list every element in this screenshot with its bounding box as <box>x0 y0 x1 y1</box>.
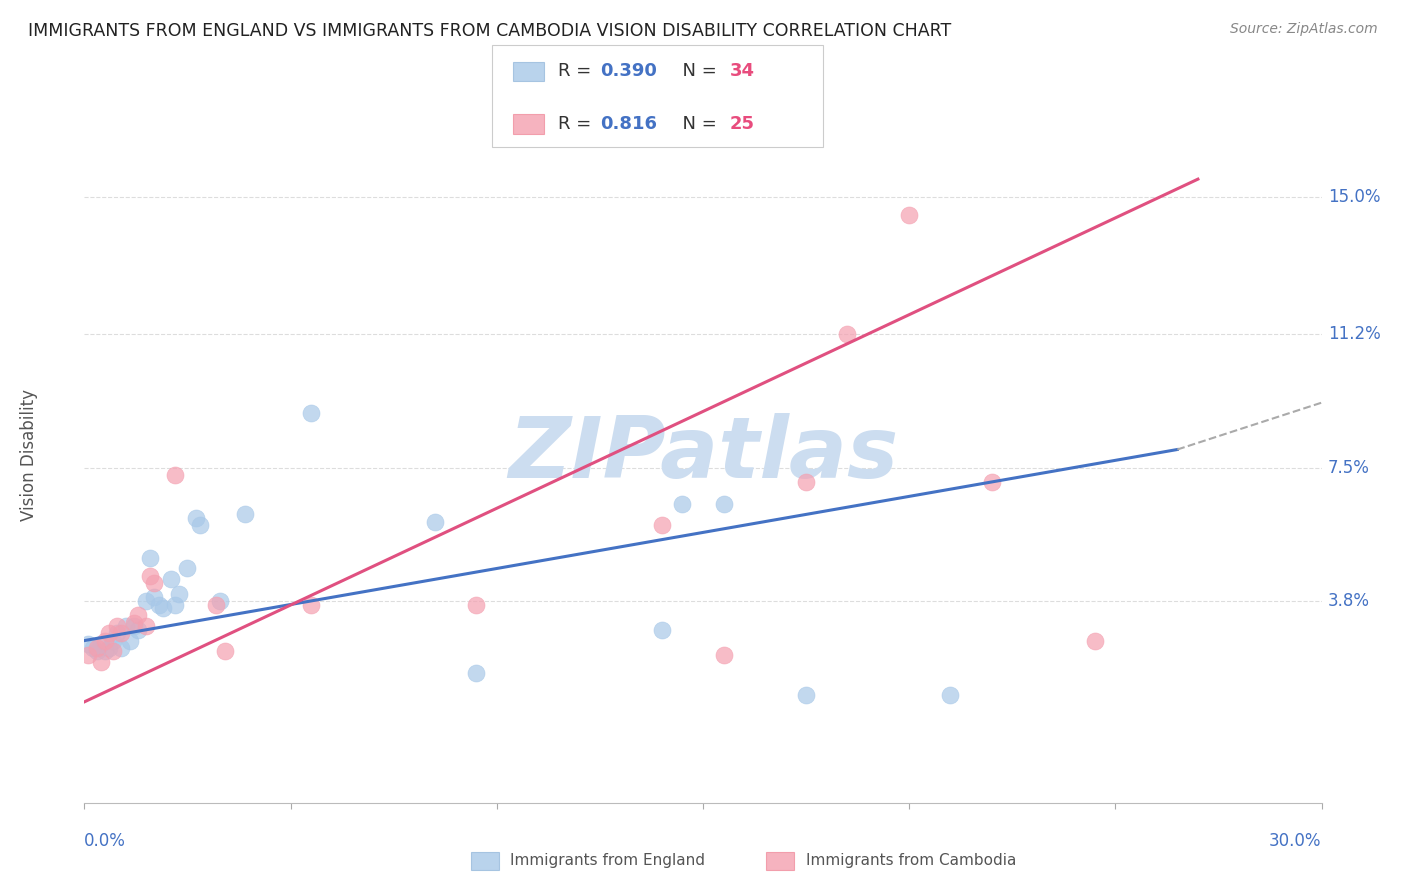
Point <box>188 518 211 533</box>
Point <box>90 655 112 669</box>
Point <box>105 626 128 640</box>
Point <box>98 626 121 640</box>
Text: 30.0%: 30.0% <box>1270 831 1322 850</box>
Point <box>176 561 198 575</box>
Point <box>671 497 693 511</box>
Text: N =: N = <box>671 115 723 133</box>
Text: 3.8%: 3.8% <box>1327 592 1369 610</box>
Point <box>165 467 187 482</box>
Point <box>114 619 136 633</box>
Point <box>90 637 112 651</box>
Point <box>1084 633 1107 648</box>
Point <box>165 598 187 612</box>
Point <box>86 644 108 658</box>
Text: 7.5%: 7.5% <box>1327 458 1369 476</box>
Point <box>651 623 673 637</box>
Point <box>98 640 121 655</box>
Point <box>299 407 322 421</box>
Point <box>105 619 128 633</box>
Text: Immigrants from England: Immigrants from England <box>510 854 706 868</box>
Point <box>110 640 132 655</box>
Text: ZIPatlas: ZIPatlas <box>508 413 898 497</box>
Point <box>139 568 162 582</box>
Point <box>127 608 149 623</box>
Point <box>82 640 104 655</box>
Point <box>184 511 207 525</box>
Point <box>794 688 817 702</box>
Point <box>713 648 735 662</box>
Point <box>898 208 921 222</box>
Point <box>148 598 170 612</box>
Point <box>94 633 117 648</box>
Text: 0.390: 0.390 <box>600 62 657 80</box>
Point <box>139 550 162 565</box>
Point <box>77 648 100 662</box>
Point <box>214 644 236 658</box>
Point <box>135 594 157 608</box>
Text: 11.2%: 11.2% <box>1327 326 1381 343</box>
Point <box>143 591 166 605</box>
Text: 0.0%: 0.0% <box>84 831 127 850</box>
Point <box>143 575 166 590</box>
Point <box>127 623 149 637</box>
Point <box>465 598 488 612</box>
Point <box>651 518 673 533</box>
Text: 0.816: 0.816 <box>600 115 658 133</box>
Point <box>209 594 232 608</box>
Point <box>980 475 1002 489</box>
Point <box>86 640 108 655</box>
Point <box>94 644 117 658</box>
Text: 25: 25 <box>730 115 755 133</box>
Text: N =: N = <box>671 62 723 80</box>
Point <box>299 598 322 612</box>
Text: R =: R = <box>558 62 598 80</box>
Text: Vision Disability: Vision Disability <box>20 389 38 521</box>
Text: IMMIGRANTS FROM ENGLAND VS IMMIGRANTS FROM CAMBODIA VISION DISABILITY CORRELATIO: IMMIGRANTS FROM ENGLAND VS IMMIGRANTS FR… <box>28 22 952 40</box>
Text: Source: ZipAtlas.com: Source: ZipAtlas.com <box>1230 22 1378 37</box>
Point <box>122 615 145 630</box>
Point <box>103 644 125 658</box>
Point <box>103 633 125 648</box>
Point <box>118 633 141 648</box>
Point <box>233 508 256 522</box>
Point <box>837 327 859 342</box>
Text: Immigrants from Cambodia: Immigrants from Cambodia <box>806 854 1017 868</box>
Point <box>423 515 446 529</box>
Text: R =: R = <box>558 115 598 133</box>
Point <box>794 475 817 489</box>
Point <box>135 619 157 633</box>
Point <box>167 587 190 601</box>
Point <box>77 637 100 651</box>
Point <box>110 626 132 640</box>
Point <box>152 601 174 615</box>
Point <box>160 572 183 586</box>
Text: 34: 34 <box>730 62 755 80</box>
Point <box>713 497 735 511</box>
Point <box>465 666 488 681</box>
Point <box>122 619 145 633</box>
Point <box>205 598 228 612</box>
Text: 15.0%: 15.0% <box>1327 188 1381 206</box>
Point <box>939 688 962 702</box>
